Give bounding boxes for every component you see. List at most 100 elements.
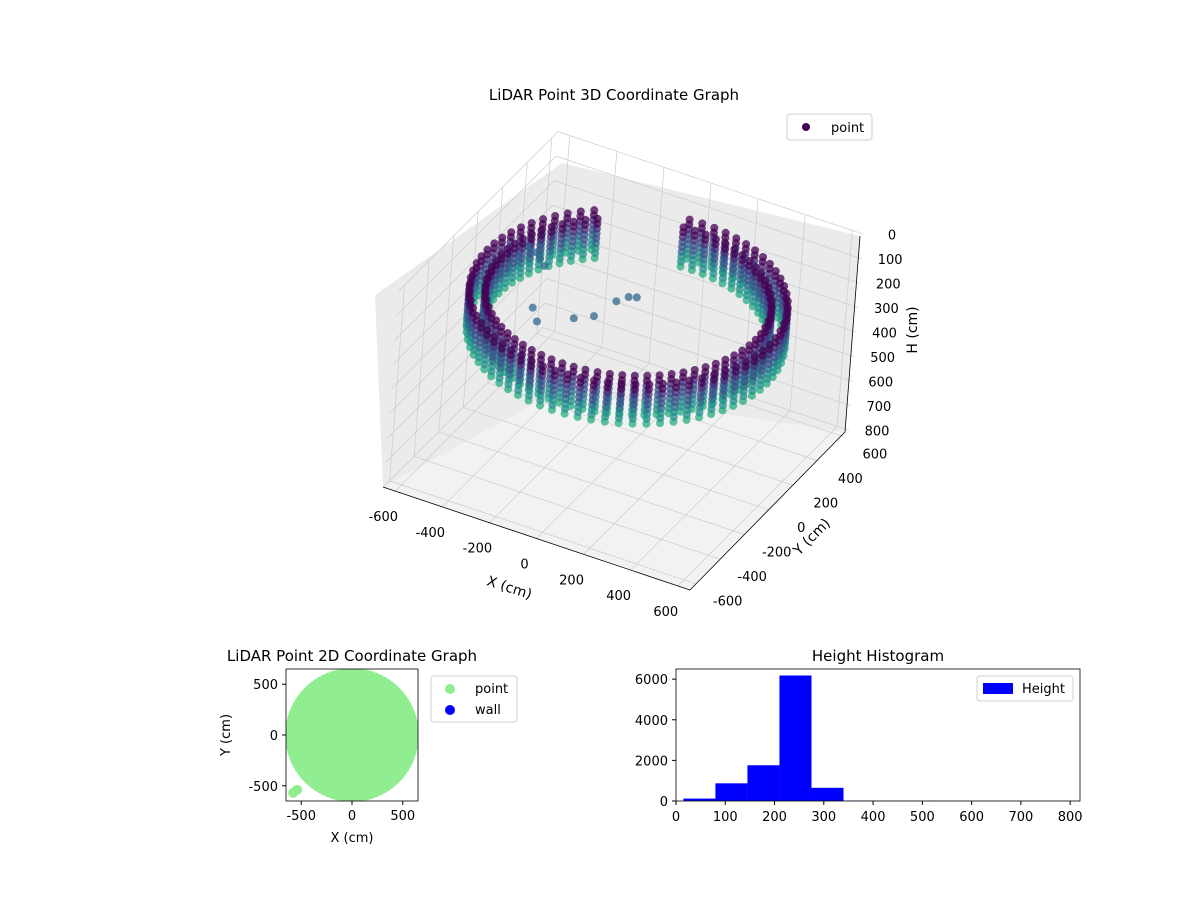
x-tick-label-2d: 0 — [348, 809, 356, 824]
scatter-point-3d — [510, 335, 519, 344]
x-tick-label-3d: 200 — [559, 573, 584, 588]
scatter-point-3d — [537, 226, 546, 235]
scatter-point-3d — [757, 329, 766, 338]
y-tick-label-hist: 2000 — [635, 754, 668, 769]
scatter-point-3d — [466, 273, 475, 282]
scatter-point-3d — [498, 233, 507, 242]
scatter-point-3d — [618, 371, 627, 380]
scatter-point-3d — [782, 289, 791, 298]
scatter-point-3d — [732, 362, 741, 371]
points-2d — [286, 669, 418, 801]
scatter-point-3d — [536, 254, 545, 263]
scatter-point-3d — [547, 222, 556, 231]
scatter-point-3d — [482, 275, 491, 284]
scatter-point-3d — [767, 303, 776, 312]
chart-3d-title: LiDAR Point 3D Coordinate Graph — [489, 86, 739, 104]
x-tick-label-2d: -500 — [286, 809, 316, 824]
scatter-point-3d — [593, 368, 602, 377]
scatter-point-3d — [679, 368, 688, 377]
scatter-point-3d — [538, 362, 547, 371]
scatter-point-3d — [517, 223, 526, 232]
legend-2d-marker-wall — [445, 705, 455, 715]
scatter-point-3d — [757, 269, 766, 278]
grid-line-z-side — [396, 155, 557, 316]
scatter-point-3d — [492, 316, 501, 325]
scatter-point-3d — [581, 216, 590, 225]
scatter-point-2d — [406, 733, 418, 746]
scatter-point-3d — [551, 366, 560, 375]
scatter-point-3d — [659, 379, 668, 388]
scatter-point-3d — [764, 317, 773, 326]
scatter-point-3d — [465, 288, 474, 297]
grid-line-z-back — [546, 278, 853, 382]
legend-3d-frame — [786, 113, 873, 141]
x-tick-label-hist: 600 — [959, 810, 984, 825]
scatter-point-3d — [780, 282, 789, 291]
grid-line-z-back — [557, 131, 865, 235]
y-tick-label-3d: -200 — [762, 546, 792, 561]
scatter-point-3d — [477, 252, 486, 261]
scatter-point-3d — [738, 346, 747, 355]
scatter-point-3d — [721, 355, 730, 364]
y-tick-label-hist: 6000 — [635, 673, 668, 688]
legend-2d: point wall — [430, 675, 518, 723]
x-tick-label-3d: -600 — [369, 510, 399, 525]
scatter-point-3d — [590, 376, 599, 385]
grid-line-z-back — [544, 302, 852, 407]
legend-2d-label-wall: wall — [475, 703, 501, 718]
scatter-point-3d — [765, 340, 774, 349]
scatter-point-3d — [745, 341, 754, 350]
legend-2d-marker-point — [445, 684, 455, 694]
scatter-point-3d — [605, 369, 614, 378]
scatter-point-3d — [558, 359, 567, 368]
scatter-point-3d — [497, 322, 506, 331]
scatter-point-3d — [518, 340, 527, 349]
histogram-bar — [683, 798, 716, 801]
x-axis-label-3d: X (cm) — [485, 573, 534, 603]
scatter-point-3d — [469, 304, 478, 313]
scatter-point-3d — [589, 312, 598, 321]
scatter-point-3d — [617, 379, 626, 388]
scatter-point-3d — [532, 248, 541, 257]
scatter-point-3d — [771, 267, 780, 276]
y-tick-label-3d: 200 — [813, 497, 838, 512]
scatter-point-3d — [701, 230, 710, 239]
y-tick-label-3d: -400 — [737, 570, 767, 585]
x-tick-label-3d: 400 — [606, 589, 631, 604]
scatter-point-3d — [751, 335, 760, 344]
scatter-point-3d — [569, 314, 578, 323]
chart-3d: LiDAR Point 3D Coordinate Graph -600 -400… — [369, 86, 921, 620]
scatter-point-3d — [771, 333, 780, 342]
scatter-point-3d — [630, 371, 639, 380]
scatter-point-3d — [469, 266, 478, 275]
scatter-point-3d — [698, 374, 707, 383]
scatter-point-3d — [576, 373, 585, 382]
scatter-point-3d — [537, 350, 546, 359]
y-tick-label-3d: 600 — [862, 447, 887, 462]
scatter-point-3d — [576, 207, 585, 216]
z-axis-line — [844, 235, 861, 433]
z-tick-label-3d: 700 — [866, 400, 891, 415]
ticks-histogram: 0 100 200 300 400 500 600 700 800 0 2000 4000 6000 — [635, 673, 1083, 825]
z-tick-label-3d: 200 — [876, 277, 901, 292]
scatter-point-3d — [780, 319, 789, 328]
x-tick-label-hist: 500 — [910, 810, 935, 825]
scatter-point-3d — [593, 214, 602, 223]
scatter-point-3d — [645, 380, 654, 389]
grid-line-z-back — [550, 229, 857, 333]
scatter-point-3d — [507, 228, 516, 237]
scatter-point-3d — [667, 370, 676, 379]
scatter-point-3d — [783, 304, 792, 313]
scatter-point-3d — [569, 362, 578, 371]
z-tick-label-3d: 0 — [888, 228, 896, 243]
y-axis-label-2d: Y (cm) — [219, 714, 234, 757]
x-tick-label-3d: 0 — [520, 558, 528, 573]
x-tick-label-hist: 200 — [762, 810, 787, 825]
scatter-point-3d — [751, 246, 760, 255]
scatter-point-3d — [547, 355, 556, 364]
scatter-point-3d — [750, 352, 759, 361]
scatter-point-3d — [481, 289, 490, 298]
scatter-point-3d — [742, 357, 751, 366]
scatter-point-3d — [492, 256, 501, 265]
scatter-point-3d — [498, 339, 507, 348]
